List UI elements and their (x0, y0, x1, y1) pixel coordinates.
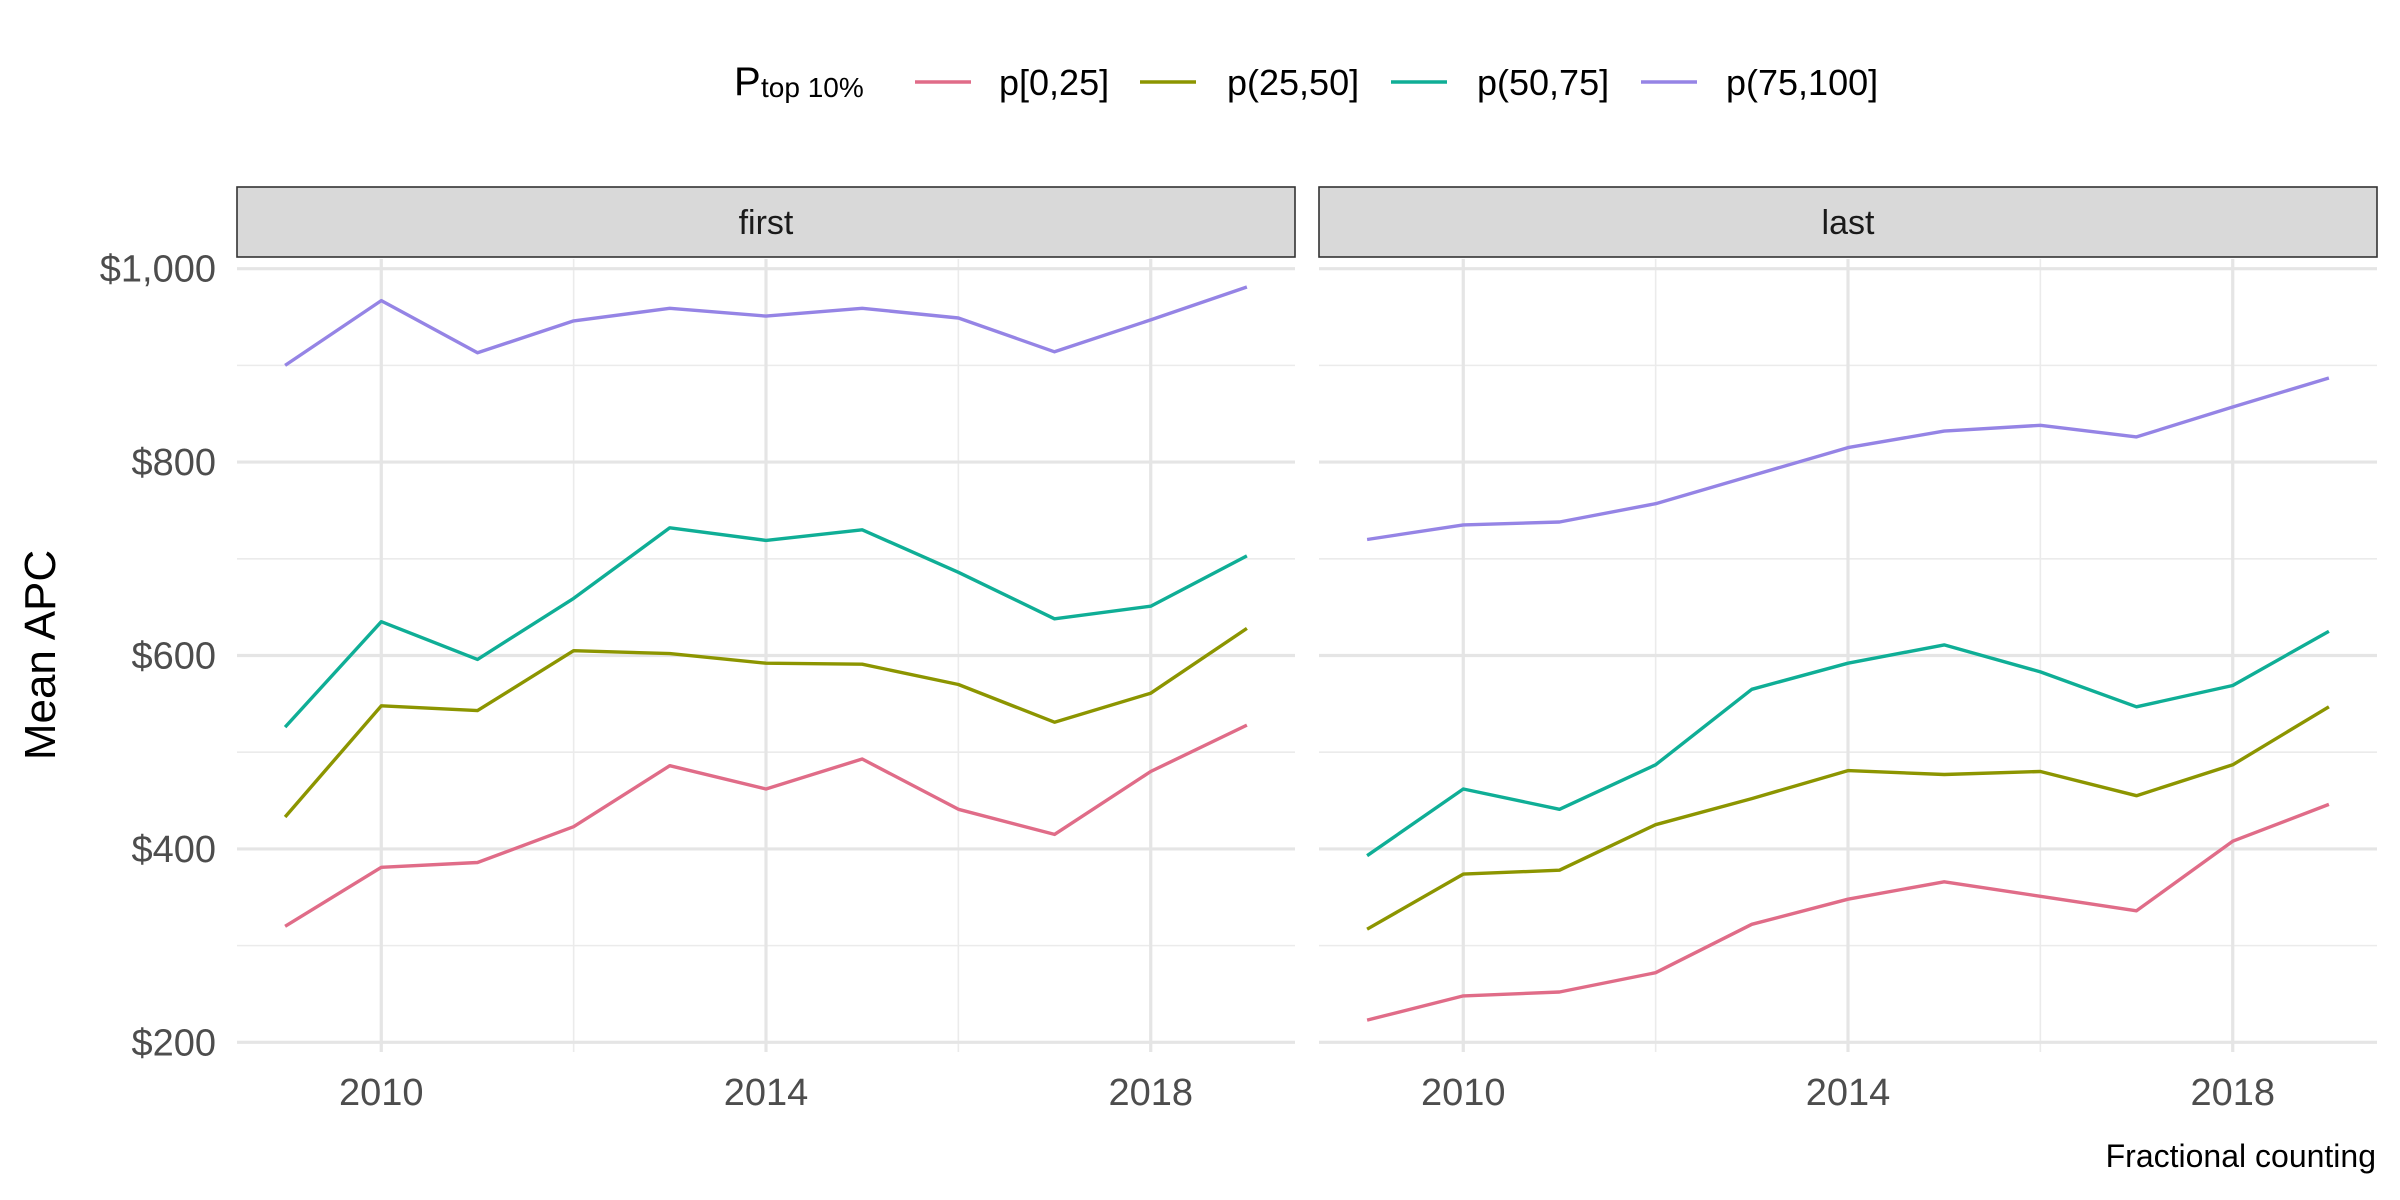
facet-label: first (739, 204, 794, 242)
legend-title-subscript: top 10% (761, 72, 864, 103)
y-tick-label: $800 (131, 442, 216, 484)
legend-label: p(25,50] (1227, 62, 1359, 103)
y-tick-label: $1,000 (100, 249, 216, 291)
facet-strip (1318, 186, 2378, 258)
y-axis-title: Mean APC (16, 550, 65, 760)
chart-panels: first 2010 2014 2018 last 2010 2014 2018 (236, 186, 2378, 1114)
legend-label: p(75,100] (1726, 62, 1878, 103)
series-line-last-2 (1366, 629, 2330, 858)
x-tick-label: 2010 (1421, 1072, 1506, 1114)
facet-strip (236, 186, 1296, 258)
series-line-last-0 (1366, 802, 2330, 1022)
y-axis: $200 $400 $600 $800 $1,000 (100, 249, 216, 1065)
y-tick-label: $400 (131, 829, 216, 871)
x-tick-label: 2018 (1108, 1072, 1193, 1114)
y-tick-label: $200 (131, 1022, 216, 1064)
series-line-first-1 (283, 626, 1248, 819)
x-tick-label: 2010 (339, 1072, 424, 1114)
series-line-last-1 (1366, 705, 2330, 931)
series-line-last-3 (1366, 376, 2330, 542)
facet-label: last (1822, 204, 1875, 242)
x-tick-label: 2014 (1806, 1072, 1891, 1114)
panel-first: first 2010 2014 2018 (236, 186, 1296, 1114)
panel-last: last 2010 2014 2018 (1318, 186, 2378, 1114)
legend-title: P (734, 60, 761, 104)
caption: Fractional counting (2106, 1138, 2376, 1174)
x-tick-label: 2018 (2190, 1072, 2275, 1114)
y-tick-label: $600 (131, 636, 216, 678)
series-line-first-2 (283, 526, 1248, 729)
legend-label: p[0,25] (999, 62, 1109, 103)
legend-label: p(50,75] (1477, 62, 1609, 103)
series-line-first-0 (284, 723, 1248, 928)
x-tick-label: 2014 (724, 1072, 809, 1114)
series-line-first-3 (284, 285, 1248, 367)
